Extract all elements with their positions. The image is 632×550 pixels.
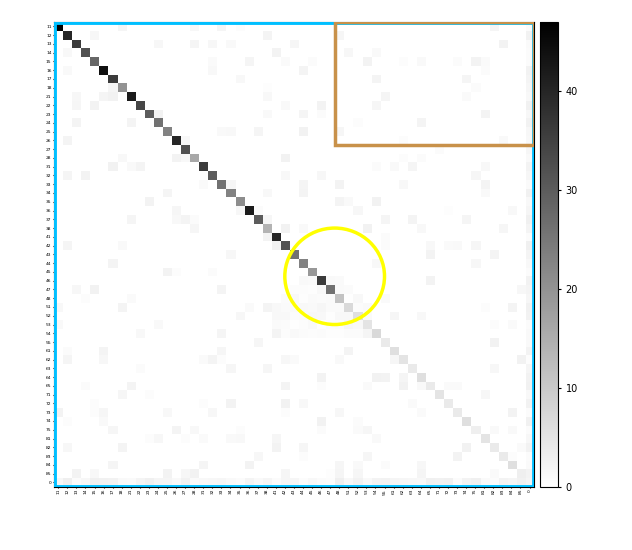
Bar	[335, 22, 534, 145]
